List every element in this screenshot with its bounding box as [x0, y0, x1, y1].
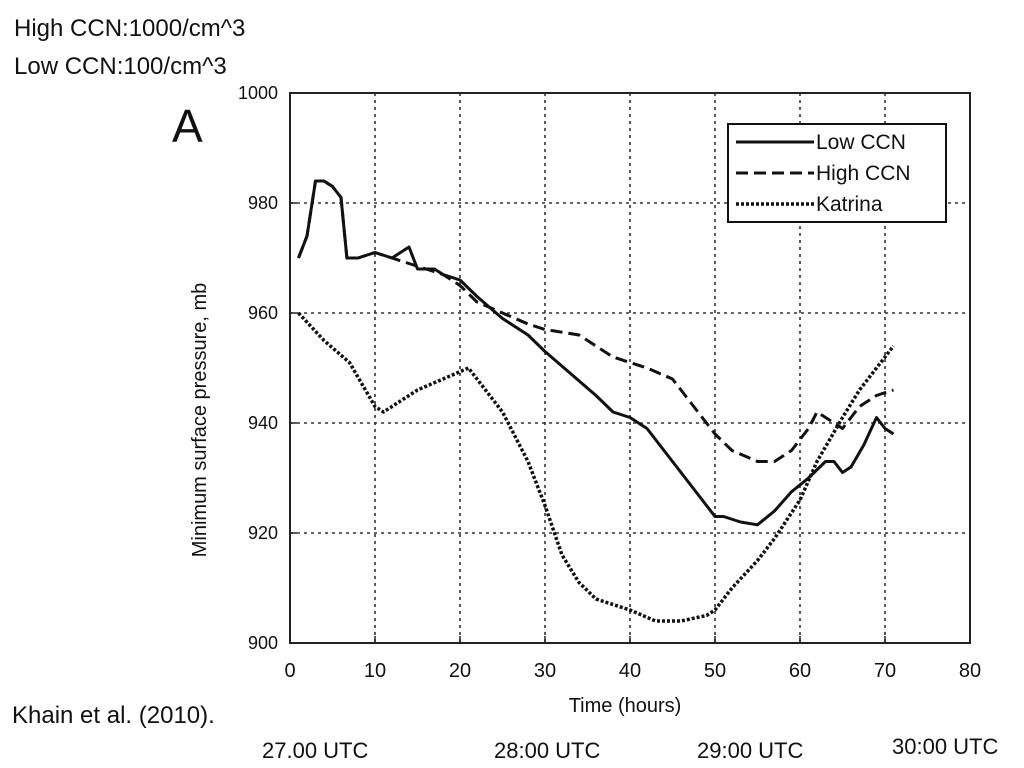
- y-tick-label: 1000: [238, 83, 278, 103]
- x-tick-label: 80: [959, 660, 981, 682]
- y-tick-label: 900: [248, 633, 278, 653]
- chart-legend: Low CCN High CCN Katrina: [727, 123, 947, 223]
- low-ccn-annotation: Low CCN:100/cm^3: [14, 53, 227, 80]
- legend-label: Katrina: [816, 193, 883, 216]
- citation-text: Khain et al. (2010).: [12, 702, 215, 729]
- utc-label-27: 27.00 UTC: [262, 738, 369, 763]
- x-tick-label: 0: [284, 660, 295, 682]
- high-ccn-annotation: High CCN:1000/cm^3: [14, 15, 246, 42]
- series-line-katrina: [297, 311, 895, 623]
- x-tick-label: 70: [874, 660, 896, 682]
- utc-label-29: 29:00 UTC: [697, 738, 804, 763]
- series-line-low-ccn: [297, 179, 895, 527]
- series-line-high-ccn: [297, 179, 894, 463]
- y-tick-label: 980: [248, 193, 278, 213]
- legend-label: Low CCN: [816, 131, 906, 154]
- panel-label: A: [172, 100, 203, 152]
- x-tick-label: 60: [789, 660, 811, 682]
- y-tick-label: 940: [248, 413, 278, 433]
- y-axis-label: Minimum surface pressure, mb: [189, 283, 211, 558]
- x-tick-label: 10: [364, 660, 386, 682]
- y-tick-label: 960: [248, 303, 278, 323]
- legend-label: High CCN: [816, 162, 911, 185]
- x-tick-label: 30: [534, 660, 556, 682]
- axis-ticks: 0 10 20 30 40 50 60 70 80 900 920 940 960 980 1000: [238, 83, 981, 682]
- x-tick-label: 40: [619, 660, 641, 682]
- data-series: [297, 179, 895, 623]
- x-axis-label: Time (hours): [569, 695, 682, 717]
- x-tick-label: 50: [704, 660, 726, 682]
- utc-label-30: 30:00 UTC: [892, 734, 999, 759]
- y-tick-label: 920: [248, 523, 278, 543]
- utc-label-28: 28:00 UTC: [494, 738, 601, 763]
- x-tick-label: 20: [449, 660, 471, 682]
